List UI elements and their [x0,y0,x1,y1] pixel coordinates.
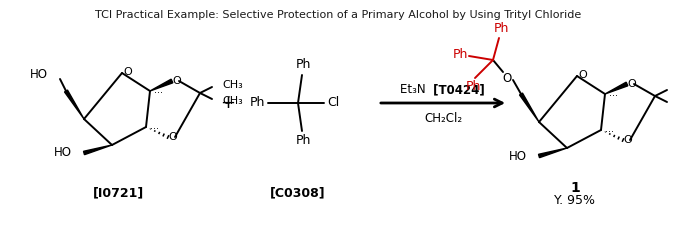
Text: HO: HO [30,68,48,82]
Polygon shape [150,79,173,91]
Text: HO: HO [509,150,527,163]
Text: O: O [579,70,587,80]
Text: CH₃: CH₃ [222,80,243,90]
Text: Ph: Ph [295,134,311,147]
Polygon shape [605,82,628,94]
Polygon shape [520,93,539,122]
Text: O: O [124,67,132,77]
Polygon shape [64,90,84,119]
Text: ···: ··· [605,127,614,137]
Polygon shape [84,145,112,155]
Text: O: O [502,71,512,85]
Text: Ph: Ph [465,81,481,93]
Text: Ph: Ph [452,49,468,62]
Text: Et₃N: Et₃N [400,83,429,96]
Text: Y. 95%: Y. 95% [554,194,596,207]
Text: [C0308]: [C0308] [270,186,326,199]
Text: Ph: Ph [249,96,265,109]
Text: Cl: Cl [327,96,339,109]
Text: O: O [627,79,636,89]
Text: Ph: Ph [295,58,311,71]
Text: ···: ··· [154,88,163,98]
Text: +: + [220,94,235,112]
Text: CH₃: CH₃ [222,96,243,106]
Text: Ph: Ph [493,22,508,35]
Text: O: O [168,132,177,142]
Text: CH₂Cl₂: CH₂Cl₂ [424,112,462,125]
Text: TCI Practical Example: Selective Protection of a Primary Alcohol by Using Trityl: TCI Practical Example: Selective Protect… [95,10,581,20]
Text: ···: ··· [150,124,159,134]
Text: O: O [172,76,181,86]
Text: [I0721]: [I0721] [93,186,143,199]
Text: ···: ··· [609,91,618,101]
Text: [T0424]: [T0424] [429,83,485,96]
Polygon shape [539,148,567,158]
Text: 1: 1 [570,181,580,195]
Text: O: O [624,135,632,145]
Text: HO: HO [54,147,72,160]
